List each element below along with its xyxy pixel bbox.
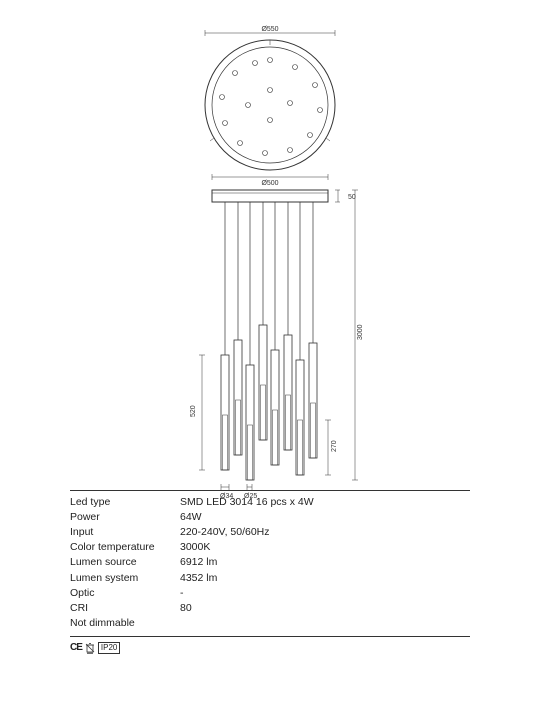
spec-label: Lumen source xyxy=(70,555,180,570)
diagram-svg: Ø550 xyxy=(130,25,410,505)
spec-label: Lumen system xyxy=(70,571,180,586)
spec-row: Power64W xyxy=(70,510,470,525)
spec-row: Lumen system4352 lm xyxy=(70,571,470,586)
spec-value: 3000K xyxy=(180,540,470,555)
spec-label: Not dimmable xyxy=(70,616,180,631)
spec-value: 64W xyxy=(180,510,470,525)
total-drop-label: 3000 xyxy=(357,324,364,340)
spec-value: 4352 lm xyxy=(180,571,470,586)
certifications-row: CE IP20 xyxy=(70,641,470,656)
ip-rating: IP20 xyxy=(98,642,120,654)
spec-label: Color temperature xyxy=(70,540,180,555)
spec-label: Input xyxy=(70,525,180,540)
spec-label: Led type xyxy=(70,495,180,510)
spec-value: 6912 lm xyxy=(180,555,470,570)
specs-divider-bottom xyxy=(70,636,470,637)
outer-dia-label: Ø550 xyxy=(261,26,278,33)
spec-label: CRI xyxy=(70,601,180,616)
spec-row: Not dimmable xyxy=(70,616,470,631)
specs-divider-top xyxy=(70,490,470,491)
side-view: Ø500 50 xyxy=(190,174,364,500)
spec-value: 80 xyxy=(180,601,470,616)
spec-label: Power xyxy=(70,510,180,525)
spec-row: Input220-240V, 50/60Hz xyxy=(70,525,470,540)
mount-height-label: 50 xyxy=(348,194,356,201)
inner-tube-label: 270 xyxy=(331,440,338,452)
spec-row: Optic- xyxy=(70,586,470,601)
specs-table: Led typeSMD LED 3014 16 pcs x 4WPower64W… xyxy=(70,490,470,655)
spec-row: CRI80 xyxy=(70,601,470,616)
spec-value: SMD LED 3014 16 pcs x 4W xyxy=(180,495,470,510)
ce-mark: CE xyxy=(70,641,82,656)
pendant-tubes xyxy=(221,325,317,480)
spec-row: Led typeSMD LED 3014 16 pcs x 4W xyxy=(70,495,470,510)
spec-row: Lumen source6912 lm xyxy=(70,555,470,570)
spec-value: - xyxy=(180,586,470,601)
weee-icon xyxy=(84,642,96,654)
technical-diagram: Ø550 xyxy=(70,25,470,505)
top-view-circle: Ø550 xyxy=(205,26,335,170)
spec-label: Optic xyxy=(70,586,180,601)
tube-length-label: 520 xyxy=(190,405,197,417)
spec-row: Color temperature3000K xyxy=(70,540,470,555)
inner-dia-label: Ø500 xyxy=(261,180,278,187)
spec-value: 220-240V, 50/60Hz xyxy=(180,525,470,540)
spec-value xyxy=(180,616,470,631)
